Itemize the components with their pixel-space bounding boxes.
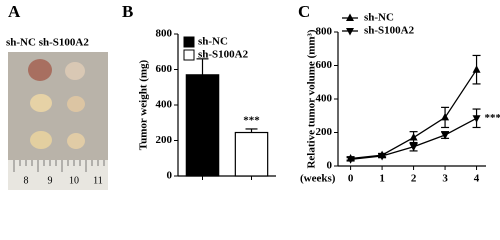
marker	[441, 112, 450, 121]
annotation: ***	[243, 114, 260, 126]
panel-label: C	[298, 2, 310, 21]
marker	[409, 143, 418, 152]
legend-swatch	[183, 49, 195, 61]
marker	[472, 115, 481, 123]
tumor	[65, 62, 85, 80]
legend-label: sh-S100A2	[198, 49, 249, 61]
panel-label: B	[122, 2, 133, 21]
legend-swatch	[183, 36, 195, 48]
tumor	[30, 131, 52, 149]
marker	[378, 152, 387, 161]
y-axis-label: Relative tumor volume (mm³)	[306, 29, 318, 168]
x-tick-label: 3	[442, 173, 448, 185]
tumor	[30, 94, 52, 112]
legend-marker	[346, 13, 354, 21]
y-axis-label: Tumor weight (mg)	[138, 59, 150, 150]
photo-caption: sh-NC sh-S100A2	[6, 37, 89, 49]
marker	[472, 65, 481, 73]
ruler-ticks	[13, 160, 105, 172]
legend-label: sh-NC	[364, 12, 394, 24]
annotation: ***	[485, 112, 500, 124]
legend-label: sh-S100A2	[364, 25, 415, 37]
tumor	[67, 133, 85, 149]
figure: A sh-NC sh-S100A2 8 9 10 11 B02004006008…	[6, 2, 500, 190]
ruler-label: 11	[93, 175, 103, 186]
photo-panel: A sh-NC sh-S100A2 8 9 10 11	[6, 2, 108, 190]
x-tick-label: 2	[411, 173, 417, 185]
y-tick-label: 800	[156, 28, 173, 40]
marker	[441, 132, 450, 140]
legend-label: sh-NC	[198, 36, 228, 48]
tumor	[67, 96, 85, 112]
y-tick-label: 800	[316, 26, 333, 38]
marker	[346, 156, 355, 164]
x-axis-label: (weeks)	[300, 173, 336, 185]
y-tick-label: 600	[316, 59, 333, 71]
y-tick-label: 200	[156, 134, 173, 146]
tumor	[28, 59, 52, 81]
ruler-label: 8	[24, 175, 29, 186]
marker	[409, 133, 418, 141]
x-tick-label: 1	[379, 173, 385, 185]
y-tick-label: 200	[316, 126, 333, 138]
ruler-label: 10	[69, 175, 79, 186]
y-tick-label: 400	[156, 99, 173, 111]
bar	[234, 131, 269, 177]
x-tick-label: 4	[474, 173, 480, 185]
y-tick-label: 0	[327, 160, 333, 172]
legend-marker	[346, 28, 354, 36]
bar	[185, 74, 220, 177]
y-tick-label: 0	[167, 170, 173, 182]
panel-label: A	[8, 2, 21, 21]
ruler-label: 9	[48, 175, 53, 186]
x-tick-label: 0	[348, 173, 354, 185]
y-tick-label: 400	[316, 93, 333, 105]
y-tick-label: 600	[156, 63, 173, 75]
ruler	[8, 160, 108, 190]
